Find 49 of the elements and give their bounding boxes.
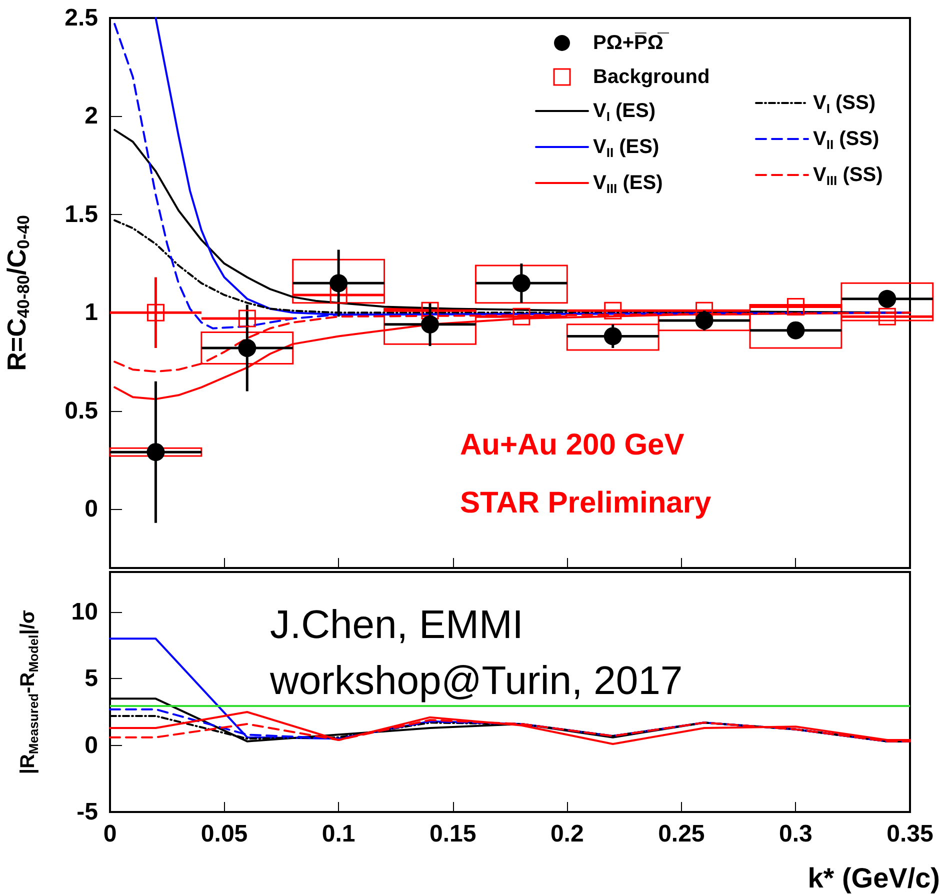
x-tick-label: 0.1 [322,820,356,848]
y-tick-label: 1 [84,299,98,326]
bar [109,447,202,457]
x-tick-label: 0.2 [550,820,584,848]
point [421,315,439,334]
bar [292,258,386,304]
x-tick-label: 0.25 [658,820,705,848]
point [330,286,348,304]
annotation: J.Chen, EMMI [270,603,524,647]
y-tick-label: 5 [84,665,98,692]
annotation: Au+Au 200 GeV [460,428,684,462]
point [604,302,622,320]
x-tick-label: 0 [103,820,117,848]
annotation: workshop@Turin, 2017 [269,659,683,703]
point [238,310,256,328]
point [878,290,896,308]
legend-label: PΩ+P̅Ω̅ [593,32,670,54]
point [146,443,165,462]
point [604,327,622,346]
x-tick-label: 0.15 [430,820,476,848]
x-tick-label: 0.35 [886,820,934,848]
y-axis-title: R=C40-80/C0-40 [1,215,33,371]
y-tick-label: -5 [76,798,98,826]
y-tick-label: 2.5 [64,4,98,32]
point [695,312,714,330]
y-tick-label: 0 [84,496,98,523]
annotation: STAR Preliminary [460,486,712,520]
point [878,308,896,326]
bar [200,332,294,364]
point [696,302,714,320]
bar [474,264,568,304]
y-tick-label: 0 [84,732,98,759]
point [786,321,805,340]
y-axis-title: |RMeasured-RModel|/σ [17,610,41,774]
point [512,308,530,326]
legend-label: Background [593,66,710,88]
point [512,274,530,292]
x-tick-label: 0.3 [779,820,812,848]
y-tick-label: 0.5 [64,397,98,424]
x-tick-label: 0.05 [200,820,248,848]
point [146,304,164,322]
point [330,274,348,292]
point [421,302,439,320]
y-tick-label: 1.5 [64,200,98,228]
point [238,339,256,357]
x-axis-title: k* (GeV/c) [808,862,940,894]
y-tick-label: 10 [71,598,98,626]
y-tick-label: 2 [84,102,98,130]
point [786,298,804,316]
